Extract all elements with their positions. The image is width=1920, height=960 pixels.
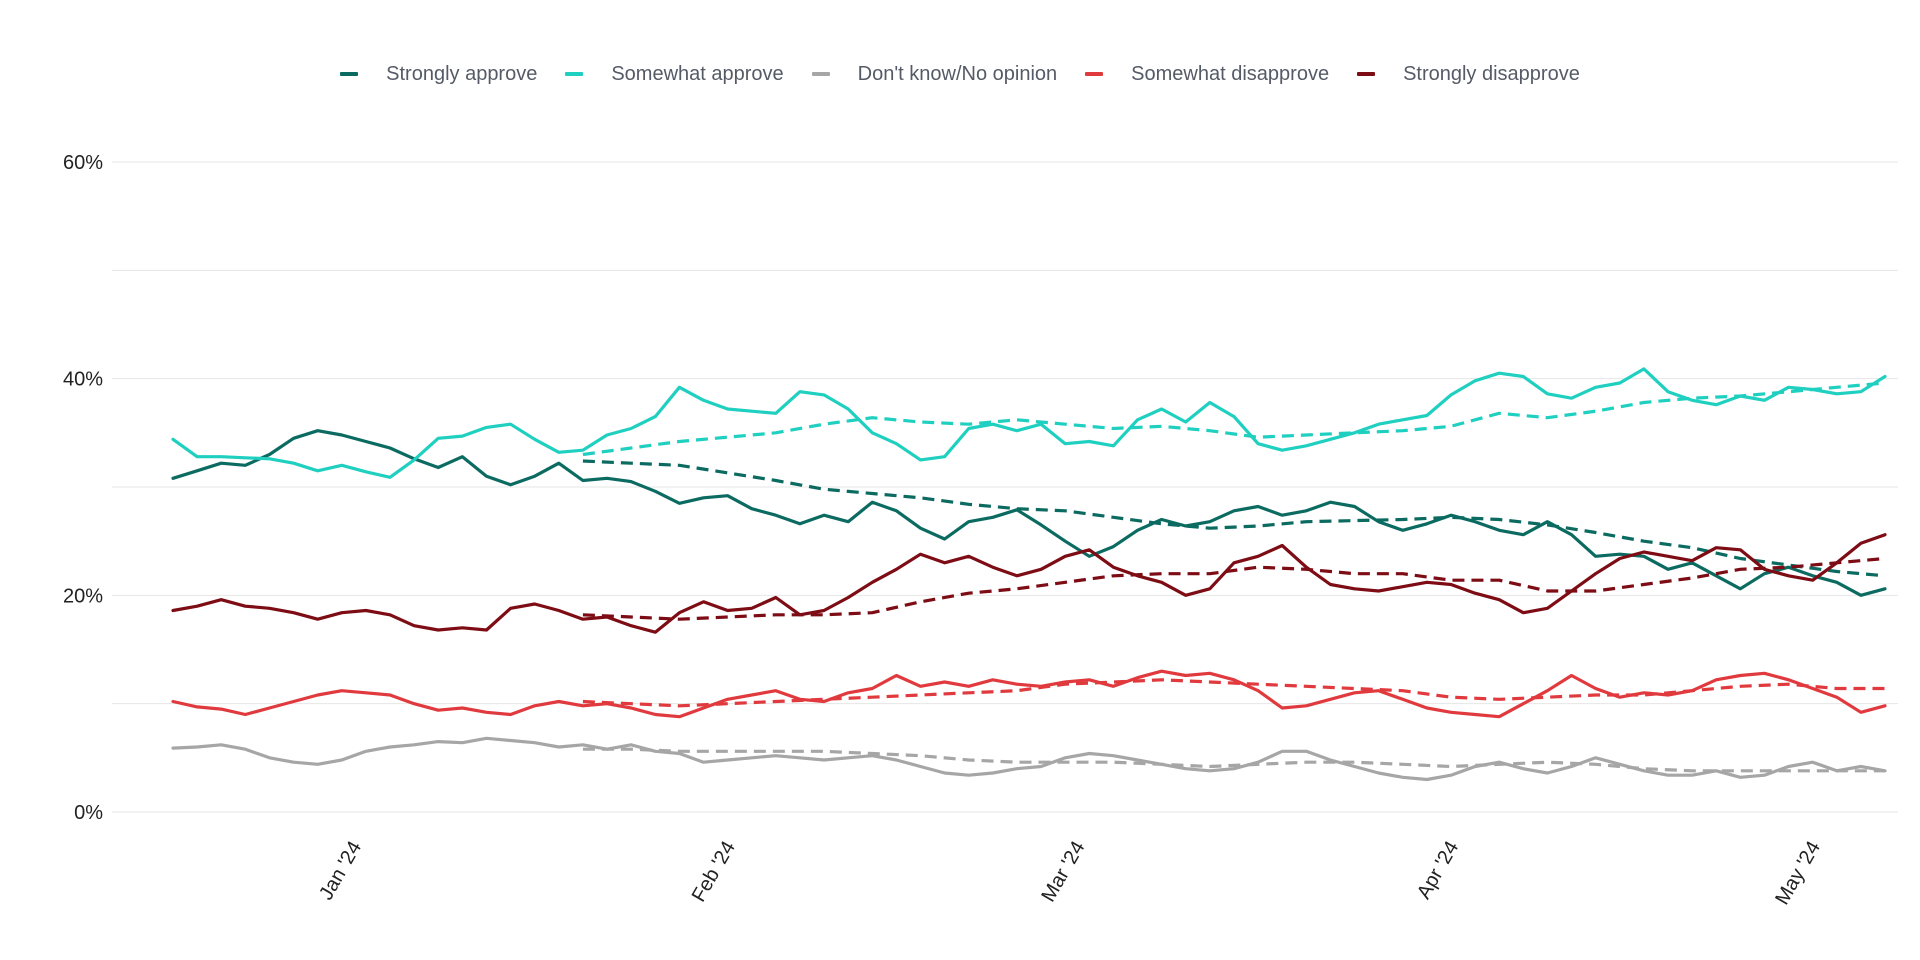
legend-label: Somewhat approve	[611, 62, 784, 85]
legend-item: Strongly disapprove	[1357, 63, 1580, 86]
legend-swatch	[340, 72, 359, 76]
x-tick-label: May '24	[1771, 838, 1825, 909]
legend-label: Don't know/No opinion	[857, 62, 1058, 85]
y-tick-label: 20%	[63, 585, 103, 607]
y-tick-label: 40%	[63, 369, 103, 391]
legend-item: Somewhat disapprove	[1085, 63, 1329, 86]
series-trend-strongly-disapprove	[582, 556, 1886, 621]
legend-item: Somewhat approve	[565, 62, 784, 86]
legend-swatch	[565, 72, 584, 76]
series-line-strongly-disapprove	[171, 533, 1887, 634]
legend-swatch	[811, 72, 830, 76]
series-trend-don-t-know-no-opinion	[582, 747, 1885, 773]
series-line-somewhat-approve	[171, 367, 1887, 479]
x-tick-label: Mar '24	[1037, 838, 1089, 906]
legend-label: Strongly disapprove	[1403, 62, 1580, 85]
y-tick-label: 0%	[74, 802, 103, 824]
legend-swatch	[1085, 72, 1104, 76]
series-trend-somewhat-approve	[582, 381, 1886, 457]
legend-item: Don't know/No opinion	[811, 62, 1058, 86]
legend-label: Strongly approve	[386, 62, 538, 85]
series-trend-strongly-approve	[582, 459, 1886, 578]
series-line-strongly-approve	[171, 429, 1887, 597]
x-tick-label: Apr '24	[1413, 838, 1463, 903]
series-line-somewhat-disapprove	[171, 669, 1887, 719]
series-line-don-t-know-no-opinion	[171, 736, 1887, 782]
legend-label: Somewhat disapprove	[1131, 62, 1330, 85]
chart-legend: Strongly approve Somewhat approve Don't kn…	[0, 58, 1920, 90]
x-tick-label: Feb '24	[688, 838, 740, 906]
legend-swatch	[1357, 72, 1376, 76]
legend-item: Strongly approve	[340, 63, 537, 86]
x-tick-label: Jan '24	[315, 838, 366, 904]
y-tick-label: 60%	[63, 152, 103, 174]
